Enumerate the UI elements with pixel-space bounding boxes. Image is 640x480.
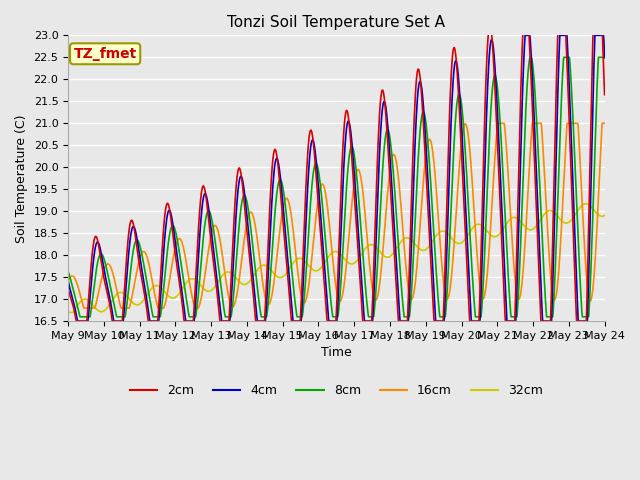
2cm [64,286,72,292]
4cm [292,318,300,324]
2cm [292,318,300,324]
8cm [313,161,321,167]
4cm [303,194,311,200]
8cm [292,308,300,313]
16cm [64,278,72,284]
16cm [292,254,300,260]
8cm [601,54,609,60]
2cm [303,159,311,165]
16cm [106,263,114,269]
8cm [64,269,72,275]
16cm [601,120,609,126]
2cm [313,182,321,188]
Line: 4cm: 4cm [68,36,605,321]
Line: 16cm: 16cm [68,123,605,308]
Line: 32cm: 32cm [68,204,605,312]
4cm [313,165,321,171]
X-axis label: Time: Time [321,347,352,360]
Y-axis label: Soil Temperature (C): Soil Temperature (C) [15,114,28,242]
32cm [106,301,113,307]
8cm [128,257,136,263]
2cm [485,28,493,34]
16cm [128,295,136,300]
32cm [64,310,72,315]
16cm [313,206,321,212]
8cm [106,282,114,288]
2cm [106,303,114,309]
32cm [582,201,589,206]
2cm [370,265,378,271]
16cm [494,120,502,126]
4cm [601,55,609,60]
4cm [74,318,82,324]
Title: Tonzi Soil Temperature Set A: Tonzi Soil Temperature Set A [227,15,445,30]
32cm [303,261,310,266]
32cm [369,242,377,248]
32cm [292,257,300,263]
4cm [64,278,72,284]
32cm [601,213,609,218]
Legend: 2cm, 4cm, 8cm, 16cm, 32cm: 2cm, 4cm, 8cm, 16cm, 32cm [125,379,548,402]
32cm [313,268,321,274]
8cm [76,314,84,320]
8cm [370,313,378,319]
2cm [72,318,80,324]
8cm [526,54,534,60]
4cm [370,295,378,301]
Text: TZ_fmet: TZ_fmet [74,47,137,61]
8cm [303,252,311,258]
16cm [80,305,88,311]
Line: 2cm: 2cm [68,31,605,321]
2cm [601,92,609,97]
4cm [106,297,114,302]
16cm [370,293,378,299]
32cm [127,299,135,304]
4cm [522,33,529,38]
2cm [128,217,136,223]
16cm [303,292,311,298]
Line: 8cm: 8cm [68,57,605,317]
4cm [128,227,136,232]
